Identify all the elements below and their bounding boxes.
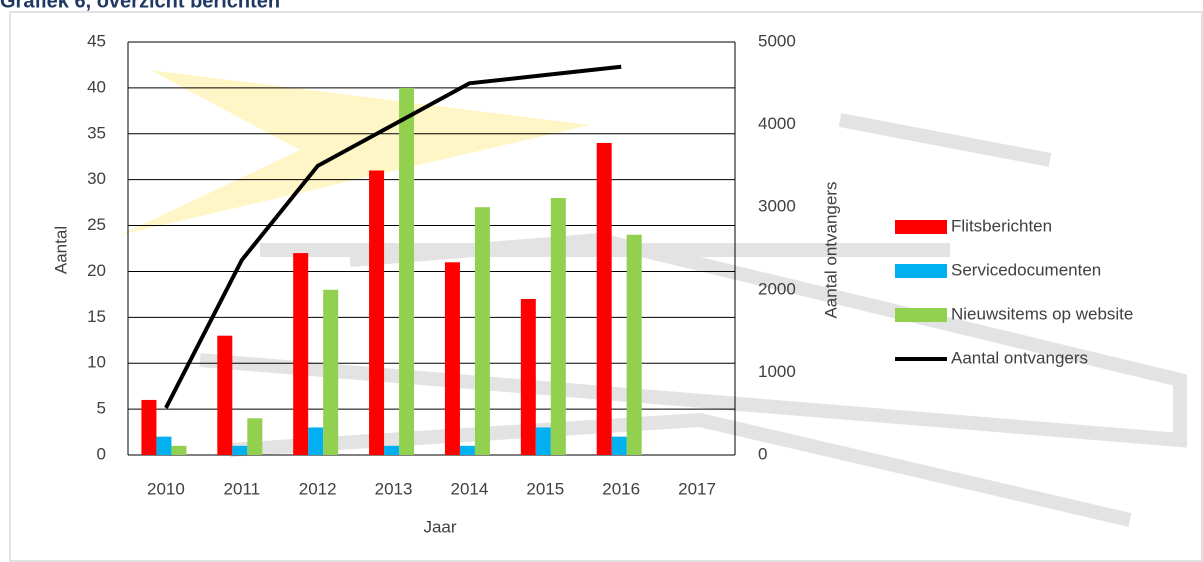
bar — [550, 198, 566, 455]
x-tick-label: 2010 — [147, 479, 185, 498]
legend-marker — [895, 308, 947, 322]
bar — [535, 427, 551, 455]
watermark-bolt — [120, 70, 590, 235]
x-axis-label: Jaar — [423, 517, 456, 536]
y-axis-label: Aantal — [51, 226, 70, 274]
y2-tick-label: 0 — [758, 444, 767, 463]
x-tick-label: 2016 — [602, 479, 640, 498]
x-tick-label: 2012 — [299, 479, 337, 498]
x-tick-label: 2015 — [526, 479, 564, 498]
x-tick-label: 2013 — [375, 479, 413, 498]
bar — [323, 289, 339, 455]
y-tick-label: 35 — [87, 123, 106, 142]
bar — [217, 335, 233, 455]
y2-axis-label: Aantal ontvangers — [821, 181, 840, 318]
line — [164, 64, 622, 409]
bar — [596, 142, 612, 455]
bar — [474, 207, 490, 455]
bar — [308, 427, 324, 455]
bar — [444, 262, 460, 455]
x-tick-label: 2011 — [224, 479, 261, 498]
y2-tick-label: 1000 — [758, 362, 796, 381]
legend-marker — [895, 264, 947, 278]
y-tick-label: 30 — [87, 169, 106, 188]
bar — [520, 298, 536, 455]
legend-label: Servicedocumenten — [951, 260, 1101, 279]
y2-tick-label: 3000 — [758, 197, 796, 216]
y-tick-label: 10 — [87, 353, 106, 372]
bar — [156, 436, 172, 455]
legend-label: Flitsberichten — [951, 216, 1052, 235]
bar — [626, 234, 642, 455]
bar — [247, 418, 263, 455]
bar — [141, 399, 157, 455]
bar — [399, 87, 415, 455]
legend-marker — [895, 220, 947, 234]
y-tick-label: 15 — [87, 307, 106, 326]
bar — [171, 445, 187, 455]
y-tick-label: 45 — [87, 31, 106, 50]
y-tick-label: 20 — [87, 261, 106, 280]
bar — [293, 253, 309, 455]
bar — [384, 445, 400, 455]
x-tick-label: 2017 — [678, 479, 716, 498]
y2-tick-label: 2000 — [758, 279, 796, 298]
y2-tick-label: 5000 — [758, 31, 796, 50]
y-tick-label: 5 — [97, 399, 106, 418]
bar — [369, 170, 385, 455]
bar — [611, 436, 627, 455]
bar — [232, 445, 248, 455]
y2-tick-label: 4000 — [758, 114, 796, 133]
y-tick-label: 0 — [97, 444, 106, 463]
legend-label: Nieuwsitems op website — [951, 304, 1133, 323]
legend-label: Aantal ontvangers — [951, 348, 1088, 367]
x-tick-label: 2014 — [451, 479, 489, 498]
y-tick-label: 40 — [87, 77, 106, 96]
chart-title: Grafiek 6, overzicht berichten — [0, 0, 280, 12]
y-tick-label: 25 — [87, 215, 106, 234]
bar — [459, 445, 475, 455]
